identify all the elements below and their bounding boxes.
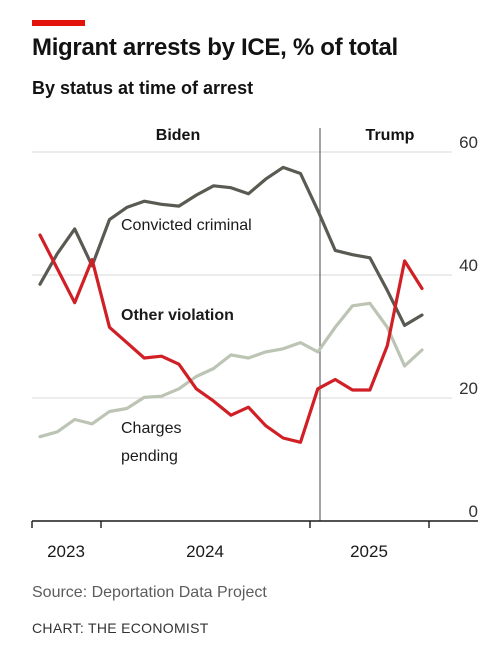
series-line (38, 301, 424, 439)
y-tick-label: 0 (469, 502, 478, 521)
y-tick-label: 20 (459, 379, 478, 398)
period-label: Biden (156, 127, 200, 144)
series-line (38, 165, 424, 327)
series-line (38, 233, 424, 444)
chart-credit: CHART: THE ECONOMIST (32, 620, 209, 636)
brand-red-tag (32, 20, 85, 26)
y-tick-labels: 0 20 40 60 (459, 133, 478, 521)
series-label: Other violation (121, 307, 234, 324)
x-tick-label: 2023 (47, 542, 85, 561)
x-tick-label: 2025 (350, 542, 388, 561)
series-labels: Convicted criminal Other violation Charges… (121, 217, 252, 465)
chart-subtitle: By status at time of arrest (32, 78, 254, 98)
x-axis: 2023 2024 2025 (31, 520, 478, 561)
series-label: Charges (121, 420, 181, 437)
chart-title: Migrant arrests by ICE, % of total (32, 34, 398, 61)
period-label: Trump (366, 127, 415, 144)
series-label: pending (121, 448, 178, 465)
source-note: Source: Deportation Data Project (32, 584, 267, 601)
x-tick-label: 2024 (186, 542, 224, 561)
y-tick-label: 40 (459, 256, 478, 275)
gridlines (32, 151, 452, 399)
y-tick-label: 60 (459, 133, 478, 152)
series-lines (38, 165, 424, 444)
period-labels: Biden Trump (156, 127, 415, 144)
series-label: Convicted criminal (121, 217, 252, 234)
